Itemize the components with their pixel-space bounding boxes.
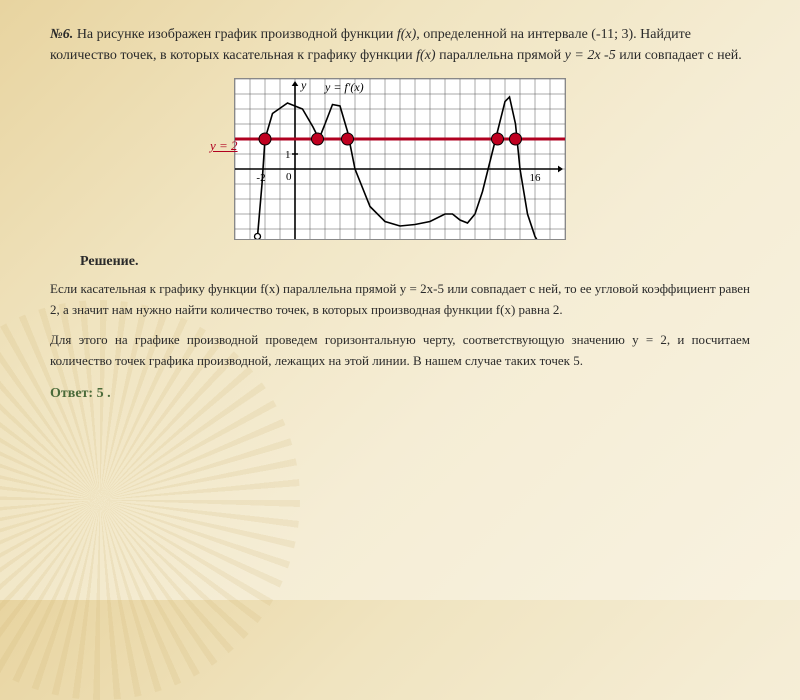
y-equals-2-label: y = 2	[210, 138, 238, 154]
solution-heading: Решение.	[80, 254, 750, 270]
svg-text:y = f'(x): y = f'(x)	[324, 80, 364, 94]
graph-container: y = 2 y y = f'(x) -2 16 1 0	[50, 78, 750, 240]
derivative-graph: y y = f'(x) -2 16 1 0	[234, 78, 566, 240]
solution-paragraph-1: Если касательная к графику функции f(x) …	[50, 278, 750, 321]
solution-paragraph-2: Для этого на графике производной проведе…	[50, 329, 750, 372]
svg-text:-2: -2	[256, 172, 265, 184]
answer-text: Ответ: 5 .	[50, 386, 750, 402]
svg-text:16: 16	[530, 172, 542, 184]
problem-number: №6.	[50, 27, 73, 42]
svg-text:1: 1	[285, 149, 291, 161]
problem-statement: №6. На рисунке изображен график производ…	[50, 24, 750, 66]
svg-text:0: 0	[286, 171, 292, 183]
svg-text:y: y	[300, 78, 307, 92]
